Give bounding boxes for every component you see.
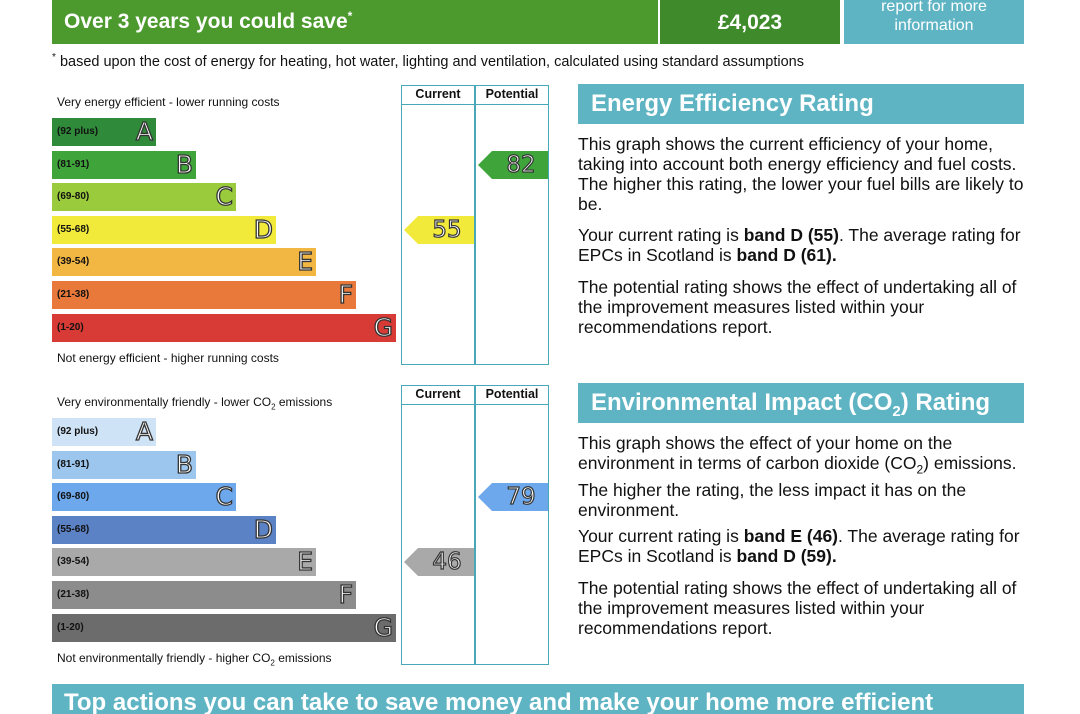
env-bottom-caption: Not environmentally friendly - higher CO… — [57, 651, 332, 668]
environmental-impact-chart: Very environmentally friendly - lower CO… — [52, 385, 552, 670]
band-range-label: (21-38) — [57, 289, 90, 300]
band-range-label: (69-80) — [57, 191, 90, 203]
band-range-label: (81-91) — [57, 458, 90, 470]
band-range-label: (1-20) — [57, 321, 84, 333]
band-letter: F — [338, 280, 354, 309]
band-letter: G — [373, 612, 394, 642]
savings-footnote: * based upon the cost of energy for heat… — [52, 52, 804, 70]
potential-rating-value: 82 — [506, 151, 536, 178]
band-range-label: (55-68) — [57, 223, 90, 235]
energy-efficiency-chart: Very energy efficient - lower running co… — [52, 85, 552, 370]
current-column — [401, 385, 475, 665]
env-band-g: (1-20) G — [52, 612, 396, 642]
band-range-label: (92 plus) — [57, 426, 99, 437]
current-column — [401, 85, 475, 365]
env-band-e: (39-54) E — [52, 547, 316, 577]
env-paragraph-1: This graph shows the effect of your home… — [578, 433, 1017, 520]
arrow-shape — [478, 483, 548, 512]
band-range-label: (1-20) — [57, 621, 84, 633]
potential-column-header: Potential — [475, 385, 549, 405]
report-link-line1: report for more — [881, 0, 987, 15]
current-rating-value: 46 — [432, 549, 462, 576]
env-potential-rating-arrow: 79 — [478, 483, 548, 512]
band-letter: F — [338, 580, 354, 609]
band-range-label: (69-80) — [57, 491, 90, 503]
env-paragraph-2: Your current rating is band E (46). The … — [578, 526, 1020, 566]
env-band-f: (21-38) F — [52, 580, 356, 609]
band-range-label: (92 plus) — [57, 126, 99, 137]
band-letter: A — [135, 417, 153, 446]
env-band-c: (69-80) C — [52, 482, 236, 512]
band-letter: E — [297, 247, 314, 277]
env-band-b: (81-91) B — [52, 449, 196, 479]
energy-potential-rating-arrow: 82 — [478, 150, 548, 179]
energy-band-f: (21-38) F — [52, 280, 356, 309]
arrow-shape — [404, 215, 474, 244]
savings-amount: £4,023 — [660, 0, 840, 44]
savings-label: Over 3 years you could save* — [64, 9, 353, 33]
energy-paragraph-3: The potential rating shows the effect of… — [578, 277, 1017, 337]
env-band-a: (92 plus) A — [52, 417, 156, 446]
top-actions-banner: Top actions you can take to save money a… — [52, 684, 1024, 714]
energy-top-caption: Very energy efficient - lower running co… — [57, 95, 280, 109]
band-letter: B — [175, 449, 193, 479]
savings-banner: Over 3 years you could save* — [52, 0, 658, 44]
band-letter: G — [373, 312, 394, 342]
band-range-label: (39-54) — [57, 556, 90, 568]
band-letter: D — [253, 514, 274, 544]
energy-rating-title: Energy Efficiency Rating — [578, 84, 1024, 124]
energy-paragraph-2: Your current rating is band D (55). The … — [578, 225, 1021, 265]
band-range-label: (39-54) — [57, 256, 90, 268]
energy-band-d: (55-68) D — [52, 214, 276, 244]
energy-band-g: (1-20) G — [52, 312, 396, 342]
arrow-shape — [404, 548, 474, 577]
potential-column-header: Potential — [475, 85, 549, 105]
band-letter: C — [215, 482, 234, 512]
band-letter: C — [215, 182, 234, 212]
band-range-label: (81-91) — [57, 158, 90, 170]
energy-band-e: (39-54) E — [52, 247, 316, 277]
potential-column — [475, 385, 549, 665]
band-letter: D — [253, 214, 274, 244]
energy-paragraph-1: This graph shows the current efficiency … — [578, 134, 1024, 214]
env-top-caption: Very environmentally friendly - lower CO… — [57, 395, 333, 412]
arrow-shape — [478, 150, 548, 179]
energy-band-b: (81-91) B — [52, 149, 196, 179]
env-band-d: (55-68) D — [52, 514, 276, 544]
potential-column — [475, 85, 549, 365]
band-letter: B — [175, 149, 193, 179]
env-current-rating-arrow: 46 — [404, 548, 474, 577]
current-column-header: Current — [401, 85, 475, 105]
band-letter: A — [135, 117, 153, 146]
band-letter: E — [297, 547, 314, 577]
band-range-label: (21-38) — [57, 589, 90, 600]
energy-current-rating-arrow: 55 — [404, 215, 474, 244]
energy-bottom-caption: Not energy efficient - higher running co… — [57, 351, 279, 365]
potential-rating-value: 79 — [506, 484, 536, 511]
band-range-label: (55-68) — [57, 523, 90, 535]
energy-band-a: (92 plus) A — [52, 117, 156, 146]
energy-band-c: (69-80) C — [52, 182, 236, 212]
report-link-line2: information — [894, 17, 974, 34]
environmental-rating-title: Environmental Impact (CO2) Rating — [578, 383, 1024, 423]
current-rating-value: 55 — [432, 216, 462, 243]
report-link[interactable]: report for more information — [844, 0, 1024, 44]
top-actions-text: Top actions you can take to save money a… — [64, 689, 934, 714]
env-paragraph-3: The potential rating shows the effect of… — [578, 578, 1017, 638]
current-column-header: Current — [401, 385, 475, 405]
